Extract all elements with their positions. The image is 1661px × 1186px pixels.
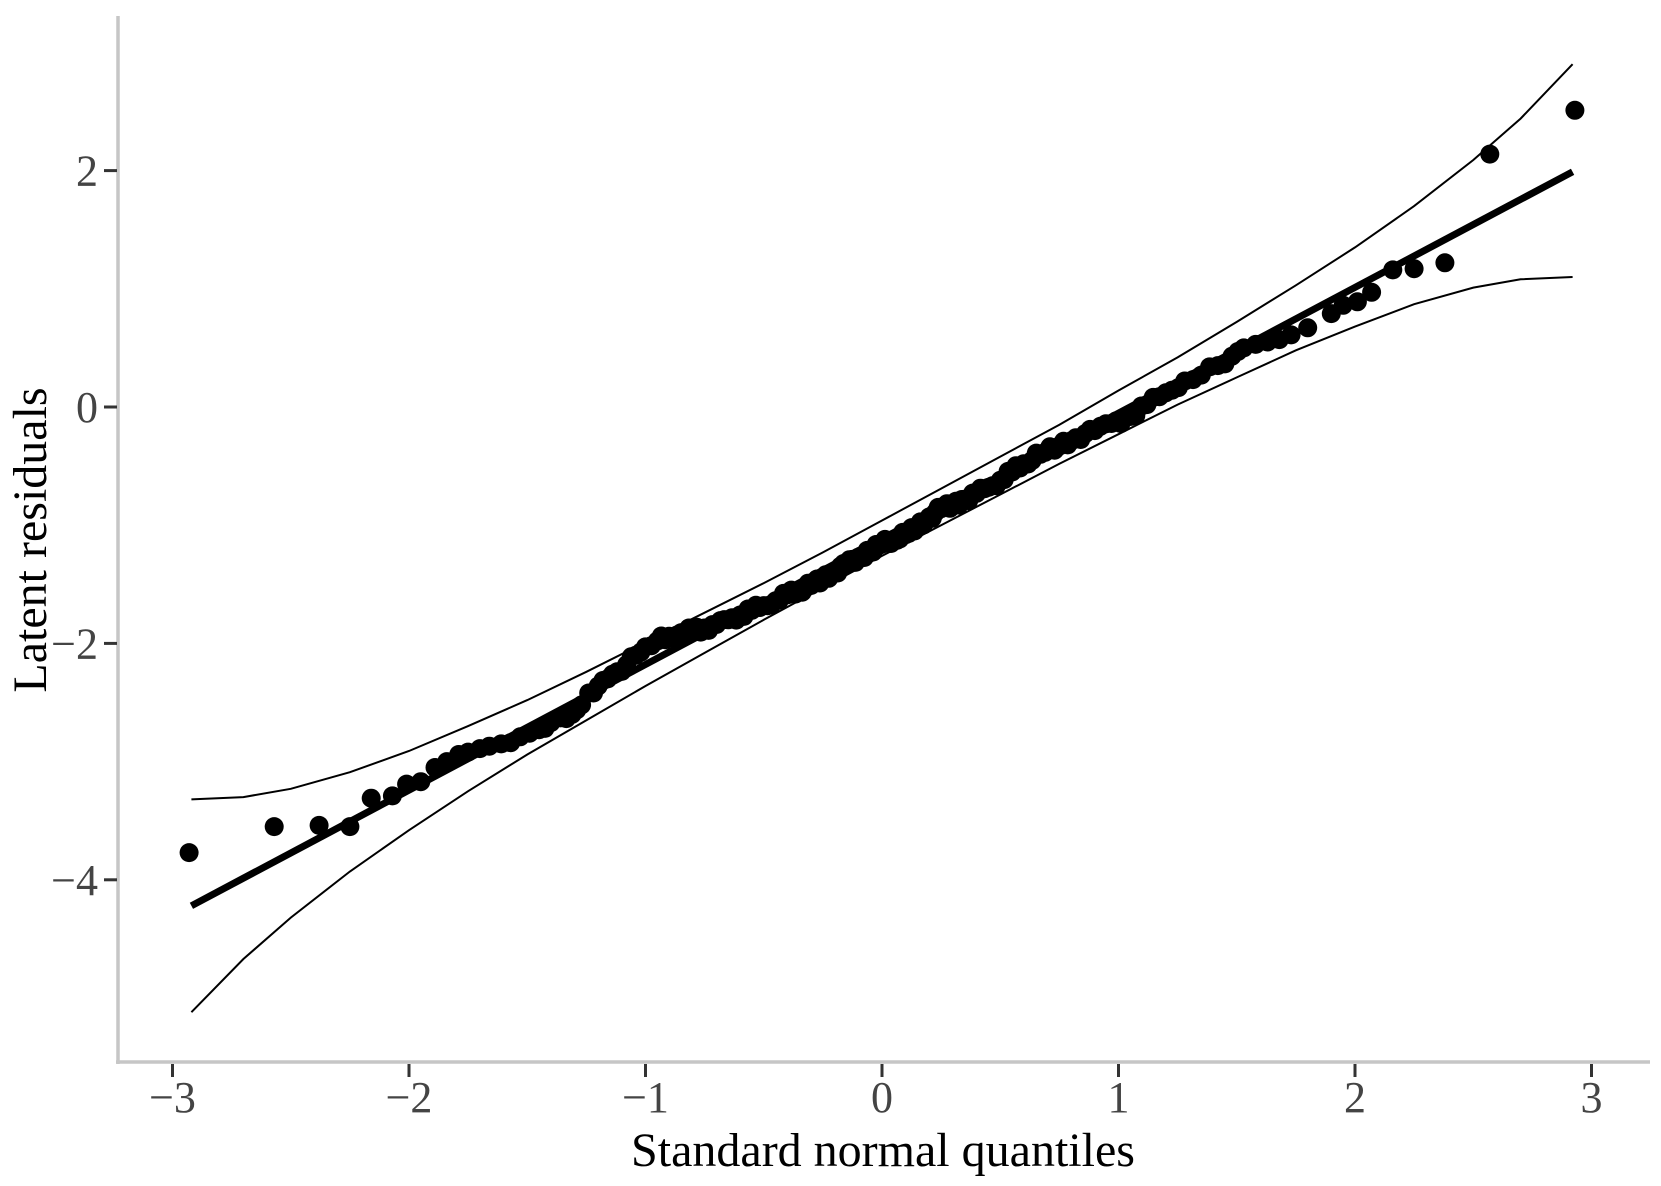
x-tick-label: −3 <box>149 1073 196 1122</box>
x-tick-label: −1 <box>622 1073 669 1122</box>
x-tick-label: 0 <box>871 1073 893 1122</box>
data-point <box>1281 325 1301 345</box>
data-point <box>1435 253 1455 273</box>
x-tick-label: 3 <box>1581 1073 1603 1122</box>
x-tick-label: 2 <box>1344 1073 1366 1122</box>
data-point <box>309 815 329 835</box>
x-tick-label: −2 <box>386 1073 433 1122</box>
y-tick-label: 0 <box>76 383 98 432</box>
data-point <box>1404 259 1424 279</box>
data-point <box>397 774 417 794</box>
data-point <box>1333 295 1353 315</box>
data-point <box>1565 100 1585 120</box>
data-point <box>179 843 199 863</box>
x-tick-label: 1 <box>1108 1073 1130 1122</box>
y-tick-label: 2 <box>76 147 98 196</box>
data-point <box>1298 318 1318 338</box>
data-points <box>179 100 1585 863</box>
data-point <box>264 817 284 837</box>
data-point <box>1362 282 1382 302</box>
lower-confidence-band-curve <box>190 276 1573 1013</box>
y-axis-title: Latent residuals <box>4 387 57 692</box>
data-point <box>1480 144 1500 164</box>
data-point <box>411 772 431 792</box>
x-axis-ticks: −3 −2 −1 0 1 2 3 <box>149 1064 1603 1122</box>
data-point <box>382 786 402 806</box>
data-point <box>361 788 381 808</box>
data-point <box>1383 260 1403 280</box>
x-axis-title: Standard normal quantiles <box>631 1124 1135 1177</box>
y-tick-label: −4 <box>51 856 98 905</box>
y-tick-label: −2 <box>51 619 98 668</box>
data-point <box>340 817 360 837</box>
upper-confidence-band-curve <box>191 63 1574 801</box>
data-point <box>1347 292 1367 312</box>
y-axis-ticks: −4 −2 0 2 <box>51 147 117 905</box>
